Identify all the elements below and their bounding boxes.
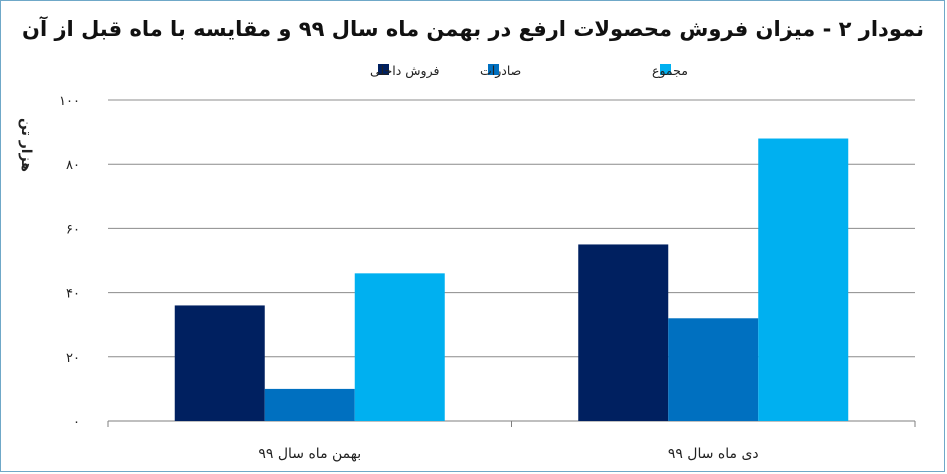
y-tick-label: ۴۰ (66, 287, 80, 302)
y-tick-label: ۸۰ (66, 158, 80, 173)
bar (578, 244, 669, 421)
legend-swatch (488, 64, 499, 75)
bar (354, 273, 445, 421)
chart-title: نمودار ۲ - میزان فروش محصولات ارفع در به… (22, 16, 924, 41)
bar (174, 305, 265, 421)
x-category-label: بهمن ماه سال ۹۹ (258, 446, 361, 462)
legend-label: مجموع (652, 63, 688, 79)
x-category-label: دی ماه سال ۹۹ (668, 446, 759, 462)
legend-label: صادرات (480, 63, 521, 79)
legend-swatch (660, 64, 671, 75)
bar (758, 138, 849, 421)
bar (264, 388, 355, 421)
y-axis-label: هزار تن (18, 118, 34, 172)
bar (668, 318, 759, 421)
bars (174, 138, 849, 421)
legend-swatch (378, 64, 389, 75)
legend-label: فروش داخلی (370, 63, 439, 79)
y-tick-label: ۲۰ (66, 351, 80, 366)
y-tick-label: ۶۰ (66, 222, 80, 237)
y-axis-ticks: ۰ ۲۰ ۴۰ ۶۰ ۸۰ ۱۰۰ (59, 94, 80, 430)
y-tick-label: ۰ (73, 415, 80, 430)
x-axis: بهمن ماه سال ۹۹ دی ماه سال ۹۹ (107, 421, 916, 462)
legend: فروش داخلی صادرات مجموع (370, 63, 688, 79)
y-tick-label: ۱۰۰ (59, 94, 80, 109)
